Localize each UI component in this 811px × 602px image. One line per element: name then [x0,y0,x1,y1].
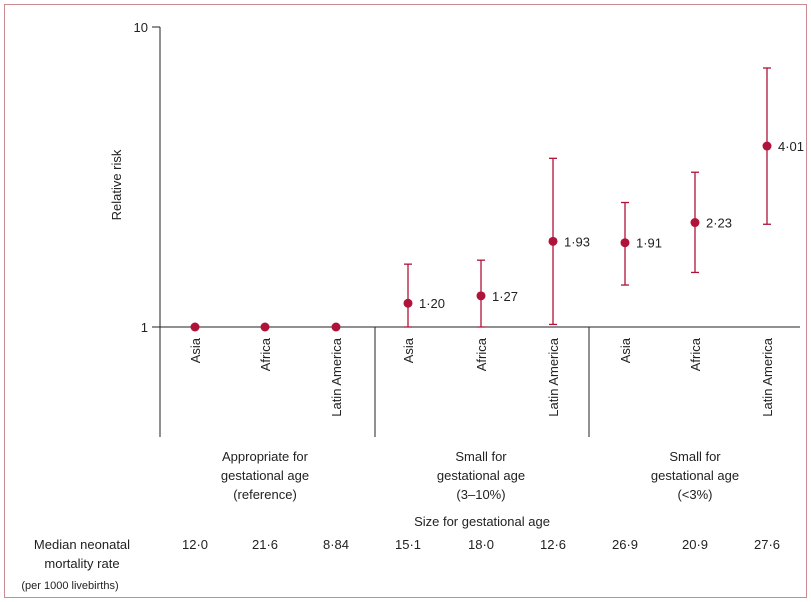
figure-frame [4,4,807,598]
group-label-2-line-0: Small for [669,449,721,464]
group-label-1-line-0: Small for [455,449,507,464]
category-label-1: Africa [258,337,273,371]
data-marks: 1·20 1·27 1·93 1·91 2·23 4·01 [190,67,804,332]
group-label-0-line-0: Appropriate for [222,449,309,464]
data-label-6: 1·91 [636,236,662,251]
data-label-4: 1·27 [492,289,518,304]
group-label-2-line-2: (<3%) [677,487,712,502]
group-labels: Appropriate for gestational age (reference… [221,449,739,502]
data-label-3: 1·20 [419,296,445,311]
category-label-2: Latin America [329,337,344,417]
mortality-value-0: 12·0 [182,537,208,552]
data-point-1 [260,322,270,332]
data-point-8 [762,141,772,151]
mortality-row-label-1: Median neonatal [34,537,130,552]
category-label-8: Latin America [760,337,775,417]
category-label-5: Latin America [546,337,561,417]
y-tick-label-10: 10 [134,20,148,35]
y-axis-label: Relative risk [109,149,124,220]
data-label-7: 2·23 [706,216,732,231]
mortality-value-2: 8·84 [323,537,349,552]
mortality-values: 12·0 21·6 8·84 15·1 18·0 12·6 26·9 20·9 27·6 [182,537,780,552]
data-label-8: 4·01 [778,139,804,154]
data-point-2 [331,322,341,332]
mortality-value-7: 20·9 [682,537,708,552]
data-point-5 [548,236,558,246]
mortality-row-label-2: mortality rate [44,556,119,571]
data-label-5: 1·93 [564,234,590,249]
data-point-0 [190,322,200,332]
group-label-0-line-1: gestational age [221,468,309,483]
group-label-2-line-1: gestational age [651,468,739,483]
mortality-value-1: 21·6 [252,537,278,552]
data-point-4 [476,291,486,301]
category-labels: Asia Africa Latin America Asia Africa Latin A… [188,337,775,417]
category-label-3: Asia [401,337,416,363]
category-label-7: Africa [688,337,703,371]
category-label-4: Africa [474,337,489,371]
mortality-row-label-3: (per 1000 livebirths) [21,580,118,592]
data-point-3 [403,298,413,308]
mortality-value-5: 12·6 [540,537,566,552]
mortality-value-6: 26·9 [612,537,638,552]
data-point-6 [620,238,630,248]
data-point-7 [690,218,700,228]
group-label-1-line-2: (3–10%) [456,487,505,502]
group-axis-label: Size for gestational age [414,514,550,529]
mortality-value-4: 18·0 [468,537,494,552]
mortality-value-8: 27·6 [754,537,780,552]
mortality-value-3: 15·1 [395,537,421,552]
category-label-6: Asia [618,337,633,363]
category-label-0: Asia [188,337,203,363]
group-label-0-line-2: (reference) [233,487,297,502]
group-label-1-line-1: gestational age [437,468,525,483]
y-tick-label-1: 1 [141,320,148,335]
